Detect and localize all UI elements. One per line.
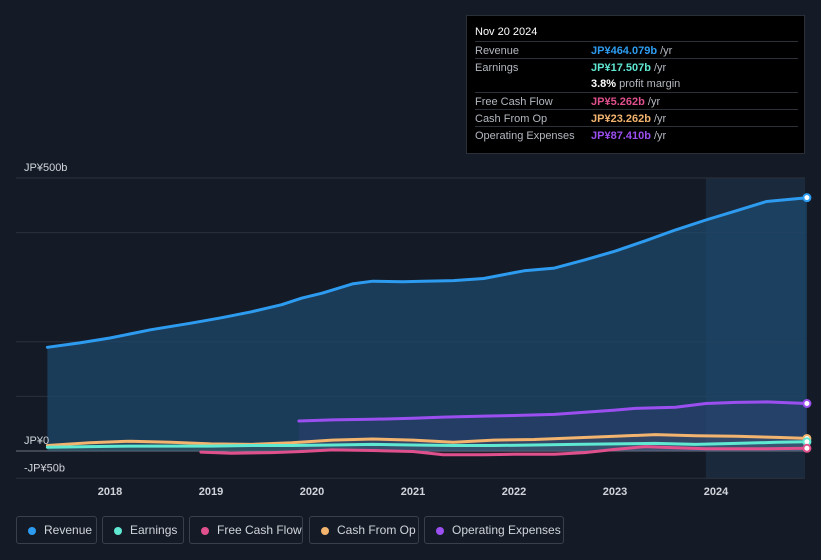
tooltip-label: Cash From Op [475,113,548,125]
tooltip-row-earnings: Earnings JP¥17.507b /yr [475,58,798,76]
legend-label: Free Cash Flow [217,523,302,537]
legend-label: Earnings [130,523,178,537]
legend-item-earnings[interactable]: Earnings [102,516,184,544]
tooltip-value: JP¥5.262b /yr [591,96,661,108]
line-cash-from-op [45,433,809,447]
tooltip-row-profit-margin: 3.8% profit margin [475,75,798,92]
legend-dot-icon [201,527,209,535]
legend-dot-icon [28,527,36,535]
x-tick-label: 2020 [300,486,324,498]
legend-dot-icon [436,527,444,535]
tooltip-label: Earnings [475,62,519,74]
end-dot-revenue [802,193,812,203]
end-dot-operating-expenses [802,398,812,408]
legend-label: Operating Expenses [452,523,561,537]
legend-item-revenue[interactable]: Revenue [16,516,97,544]
y-axis-labels: JP¥500b JP¥0 -JP¥50b [24,162,67,474]
end-dot-free-cash-flow [802,443,812,453]
x-tick-label: 2024 [704,486,729,498]
tooltip-row-revenue: Revenue JP¥464.079b /yr [475,41,798,59]
x-tick-label: 2019 [199,486,223,498]
series-lines [45,196,809,457]
tooltip-value: JP¥87.410b /yr [591,130,667,142]
area-free-cash-flow [200,446,807,455]
tooltip-row-operating-expenses: Operating Expenses JP¥87.410b /yr [475,126,798,144]
line-revenue [45,196,809,349]
area-operating-expenses [298,401,807,451]
legend-dot-icon [114,527,122,535]
legend-label: Revenue [44,523,93,537]
area-revenue [47,197,807,451]
tooltip-value: JP¥17.507b /yr [591,62,667,74]
series-end-dots [802,193,812,453]
tooltip-row-free-cash-flow: Free Cash Flow JP¥5.262b /yr [475,92,798,110]
x-axis-labels: 2018 2019 2020 2021 2022 2023 2024 [98,486,729,498]
legend-label: Cash From Op [337,523,416,537]
tooltip-date: Nov 20 2024 [475,26,538,38]
tooltip-label: Operating Expenses [475,130,575,142]
y-tick-label: JP¥500b [24,162,67,174]
x-tick-label: 2021 [401,486,425,498]
line-earnings [45,440,809,449]
data-tooltip: Nov 20 2024 Revenue JP¥464.079b /yr Earn… [466,15,805,154]
x-tick-label: 2022 [502,486,526,498]
tooltip-label: Free Cash Flow [475,96,553,108]
x-tick-label: 2023 [603,486,627,498]
tooltip-value: JP¥23.262b /yr [591,113,667,125]
legend-item-cash-from-op[interactable]: Cash From Op [309,516,419,544]
tooltip-value: 3.8% profit margin [591,78,681,90]
tooltip-label: Revenue [475,45,520,57]
x-tick-label: 2018 [98,486,122,498]
legend-dot-icon [321,527,329,535]
tooltip-row-cash-from-op: Cash From Op JP¥23.262b /yr [475,109,798,127]
y-tick-label: JP¥0 [24,435,49,447]
line-operating-expenses [297,400,809,423]
legend-item-free-cash-flow[interactable]: Free Cash Flow [189,516,303,544]
line-free-cash-flow [199,445,809,457]
legend-item-operating-expenses[interactable]: Operating Expenses [424,516,564,544]
tooltip-value: JP¥464.079b /yr [591,45,673,57]
y-tick-label: -JP¥50b [24,462,65,474]
